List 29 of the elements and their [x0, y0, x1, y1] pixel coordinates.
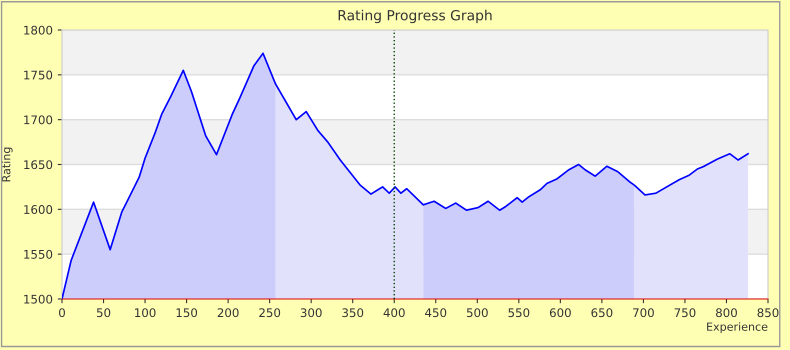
x-tick-label: 800 [716, 308, 737, 318]
x-tick-label: 0 [59, 308, 65, 318]
x-tick-label: 400 [384, 308, 405, 318]
x-tick-label: 350 [342, 308, 364, 318]
x-tick-label: 650 [591, 308, 612, 318]
y-tick-label: 1800 [24, 26, 52, 35]
x-tick-label: 500 [466, 308, 488, 318]
x-tick-label: 550 [508, 308, 530, 318]
x-tick-label: 700 [633, 308, 654, 318]
x-tick-label: 50 [96, 308, 110, 318]
y-axis-title: Rating [2, 148, 13, 182]
x-tick-label: 750 [674, 308, 696, 318]
line-series [62, 52, 749, 299]
x-tick-label: 850 [758, 308, 778, 318]
x-tick-label: 450 [425, 308, 446, 318]
x-tick-label: 300 [300, 308, 322, 318]
y-tick-label: 1500 [24, 294, 52, 304]
x-tick-label: 100 [135, 308, 156, 318]
chart-title: Rating Progress Graph [338, 10, 492, 24]
y-tick-label: 1650 [24, 160, 52, 170]
y-tick-label: 1600 [24, 205, 52, 214]
x-tick-label: 150 [176, 308, 198, 318]
x-axis-title: Experience [707, 322, 768, 333]
y-tick-label: 1750 [24, 70, 52, 80]
x-tick-label: 600 [550, 308, 571, 318]
y-tick-label: 1550 [24, 250, 52, 259]
x-tick-label: 200 [218, 308, 239, 318]
x-tick-label: 250 [259, 308, 280, 318]
y-tick-label: 1700 [24, 115, 52, 124]
